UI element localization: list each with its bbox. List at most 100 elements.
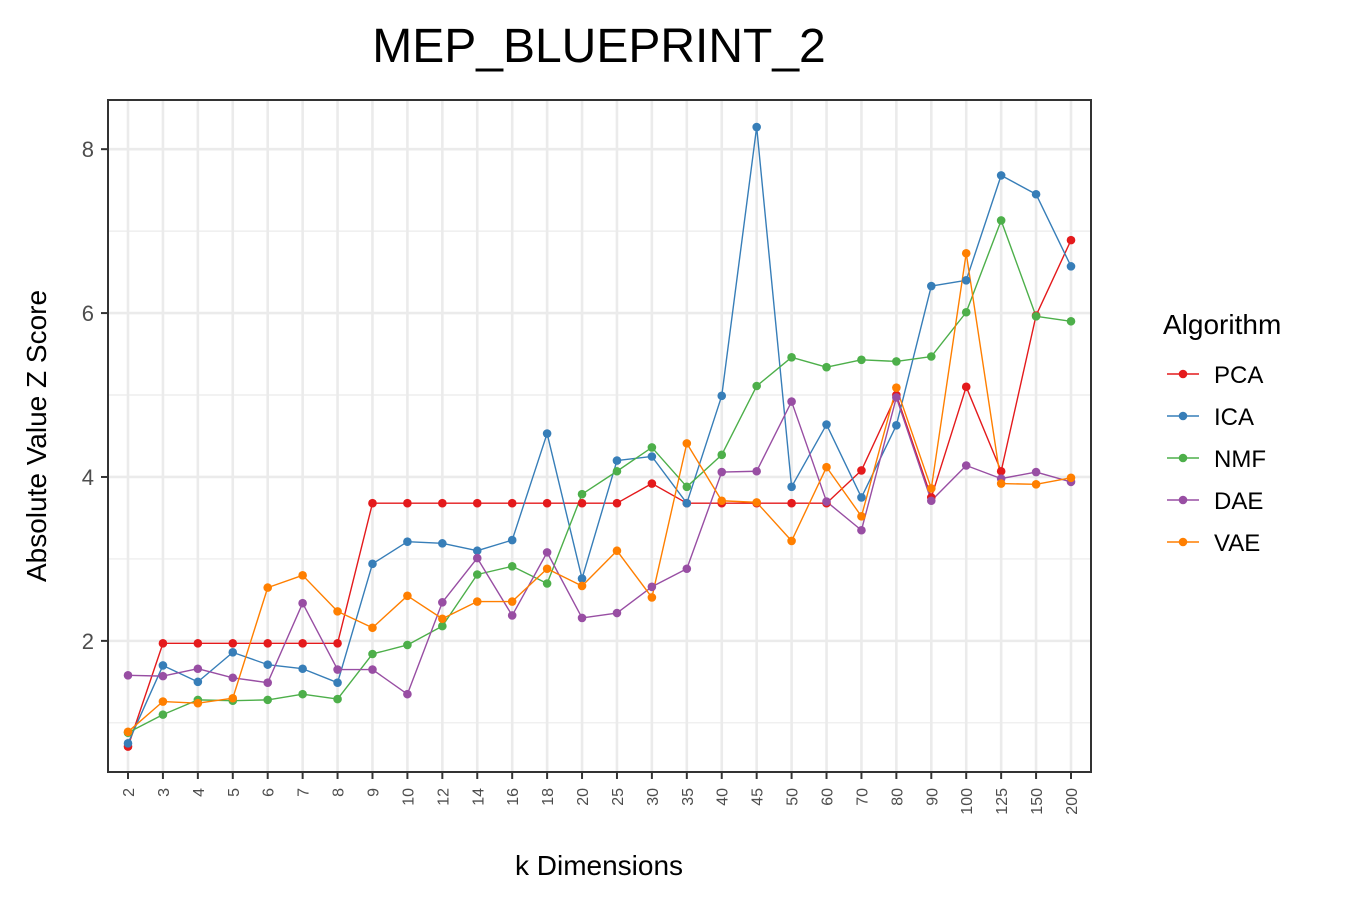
data-point-pca: [996, 466, 1006, 476]
data-point-dae: [403, 689, 412, 699]
data-point-pca: [263, 639, 273, 648]
plot-background: [108, 100, 1091, 772]
legend: Algorithm PCA ICA NMF DAE VAE: [1163, 309, 1281, 557]
data-point-dae: [123, 670, 133, 680]
x-tick-label: 4: [191, 788, 208, 797]
data-point-dae: [787, 397, 796, 406]
x-tick-label: 35: [680, 788, 697, 806]
data-point-dae: [542, 548, 552, 557]
plot-area: [108, 100, 1091, 772]
x-tick-label: 14: [470, 788, 487, 806]
data-point-ica: [368, 559, 377, 569]
legend-label-vae: VAE: [1214, 530, 1260, 557]
data-point-ica: [647, 452, 657, 461]
x-tick-label: 40: [715, 788, 732, 806]
x-tick-label: 80: [889, 788, 906, 806]
data-point-ica: [577, 574, 587, 583]
data-point-nmf: [787, 353, 796, 362]
x-tick-label: 90: [924, 788, 941, 806]
data-point-ica: [717, 391, 727, 401]
data-point-ica: [682, 498, 692, 508]
x-tick-label: 3: [156, 788, 173, 797]
data-point-dae: [368, 665, 377, 674]
data-point-nmf: [996, 216, 1006, 225]
y-tick-label: 2: [82, 629, 94, 654]
data-point-dae: [612, 608, 622, 618]
y-tick-label: 4: [82, 465, 94, 490]
data-point-pca: [158, 639, 168, 648]
data-point-vae: [542, 564, 552, 574]
data-point-pca: [961, 382, 971, 392]
series-points: [123, 122, 1076, 751]
x-tick-label: 30: [645, 788, 662, 806]
legend-label-pca: PCA: [1214, 362, 1263, 389]
data-point-pca: [507, 498, 517, 508]
data-point-nmf: [333, 694, 342, 704]
data-point-pca: [577, 498, 587, 508]
data-point-vae: [787, 536, 796, 546]
data-point-ica: [996, 171, 1006, 180]
x-tick-label: 12: [435, 788, 452, 806]
data-point-ica: [507, 535, 517, 545]
data-point-nmf: [752, 381, 761, 391]
y-tick-label: 6: [82, 301, 94, 326]
data-point-dae: [926, 496, 936, 506]
data-point-vae: [438, 614, 447, 624]
data-point-vae: [333, 607, 342, 616]
data-point-ica: [1031, 189, 1041, 199]
data-point-vae: [822, 462, 831, 472]
data-point-dae: [507, 611, 517, 620]
data-point-ica: [752, 122, 761, 132]
data-point-pca: [333, 639, 342, 648]
x-tick-label: 125: [994, 788, 1011, 815]
data-point-dae: [682, 564, 692, 574]
data-point-ica: [612, 456, 622, 465]
data-point-ica: [228, 648, 238, 657]
data-point-dae: [158, 671, 168, 681]
x-tick-label: 60: [820, 788, 837, 806]
legend-title: Algorithm: [1163, 309, 1281, 340]
data-point-dae: [263, 678, 273, 687]
data-point-nmf: [438, 621, 447, 631]
legend-label-dae: DAE: [1214, 488, 1263, 515]
x-tick-label: 200: [1064, 788, 1081, 815]
data-point-nmf: [158, 710, 168, 719]
data-point-vae: [507, 597, 517, 606]
data-point-pca: [1066, 235, 1076, 245]
legend-key-dae: [1178, 495, 1188, 505]
data-point-vae: [158, 697, 168, 706]
data-point-ica: [438, 539, 447, 548]
legend-key-ica: [1178, 411, 1188, 421]
data-point-dae: [1031, 467, 1041, 477]
data-point-vae: [717, 496, 727, 506]
data-point-vae: [123, 727, 133, 737]
x-tick-label: 2: [121, 788, 138, 797]
x-tick-label: 50: [785, 788, 802, 806]
data-point-ica: [822, 420, 831, 429]
data-point-vae: [857, 512, 866, 521]
data-point-vae: [647, 593, 657, 602]
data-point-dae: [752, 466, 761, 476]
data-point-nmf: [647, 443, 657, 452]
data-point-ica: [542, 429, 552, 438]
series-line-vae: [127, 252, 1072, 733]
legend-key-pca: [1178, 369, 1188, 379]
x-tick-label: 9: [365, 788, 382, 797]
x-tick-label: 150: [1029, 788, 1046, 815]
x-tick-labels: 2 3 4 5 6 7 8 9 10 12 14 16 18 20 25 30 35 40 45 50 60 70 80 90…: [121, 788, 1081, 815]
legend-key-nmf: [1178, 453, 1188, 463]
data-point-nmf: [1031, 312, 1041, 321]
legend-label-nmf: NMF: [1214, 446, 1266, 473]
data-point-pca: [647, 479, 657, 488]
data-point-vae: [682, 439, 692, 448]
data-point-vae: [926, 484, 936, 493]
legend-key-vae: [1178, 537, 1188, 547]
data-point-ica: [787, 482, 796, 492]
x-tick-label: 45: [750, 788, 767, 806]
data-point-vae: [961, 248, 971, 258]
data-point-nmf: [298, 689, 307, 699]
chart-title: MEP_BLUEPRINT_2: [372, 20, 826, 73]
data-point-dae: [717, 467, 727, 477]
data-point-nmf: [961, 307, 971, 317]
data-point-ica: [1066, 262, 1076, 271]
